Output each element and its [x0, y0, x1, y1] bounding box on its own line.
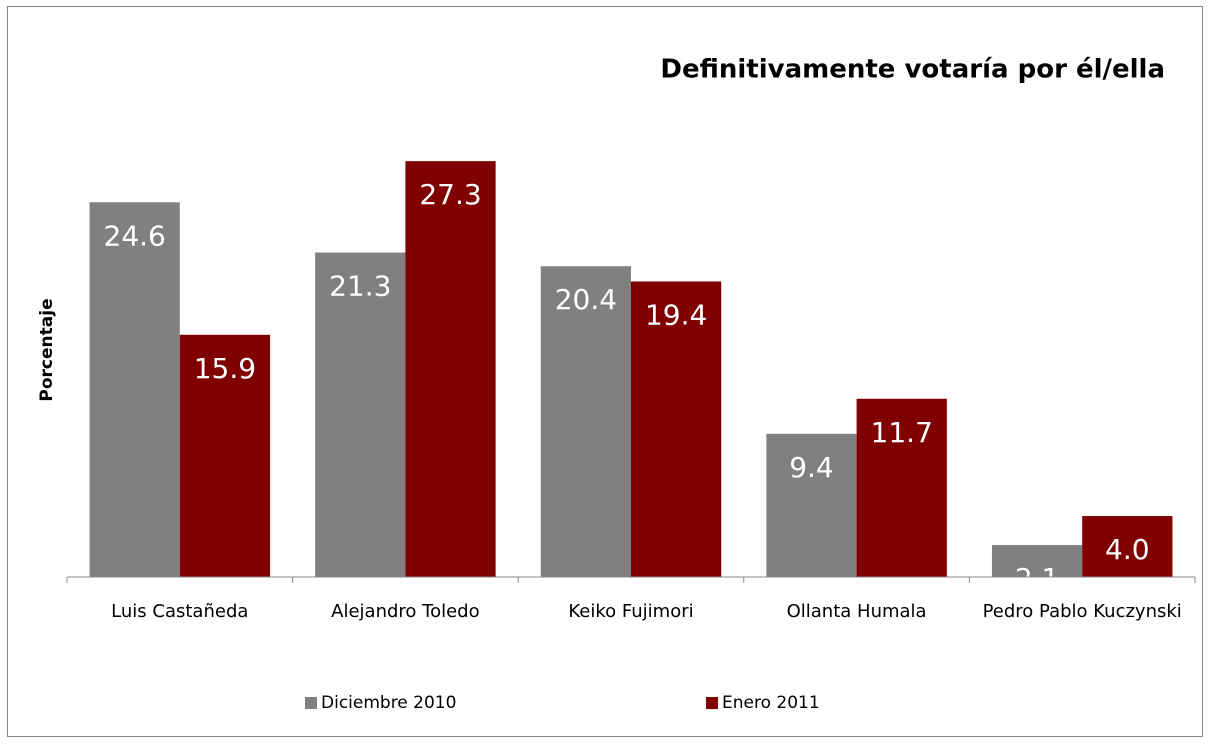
data-label: 24.6: [104, 219, 166, 252]
data-label: 2.1: [1015, 562, 1060, 595]
data-label: 9.4: [789, 451, 834, 484]
data-label: 27.3: [419, 178, 481, 211]
y-axis-label: Porcentaje: [37, 298, 57, 401]
bar: [856, 398, 947, 577]
data-label: 20.4: [555, 283, 617, 316]
legend-swatch: [706, 697, 718, 709]
data-label: 11.7: [871, 416, 933, 449]
legend-label: Diciembre 2010: [321, 693, 457, 713]
bar: [540, 266, 631, 577]
data-label: 19.4: [645, 298, 707, 331]
x-tick-label: Alejandro Toledo: [331, 601, 480, 622]
bar: [405, 161, 496, 577]
bar: [766, 433, 857, 577]
x-tick-label: Luis Castañeda: [111, 601, 249, 622]
bar: [315, 252, 406, 577]
legend-label: Enero 2011: [722, 693, 820, 713]
data-label: 21.3: [329, 270, 391, 303]
x-tick-label: Ollanta Humala: [786, 601, 927, 622]
bar: [179, 334, 271, 577]
data-label: 15.9: [194, 352, 256, 385]
data-label: 4.0: [1105, 533, 1150, 566]
legend-swatch: [305, 697, 317, 709]
x-tick-label: Pedro Pablo Kuczynski: [982, 601, 1182, 622]
bar: [89, 202, 180, 577]
bar: [631, 281, 722, 577]
bar: [991, 545, 1083, 577]
chart-title: Definitivamente votaría por él/ella: [660, 55, 1165, 85]
bar: [1082, 516, 1173, 577]
x-tick-label: Keiko Fujimori: [568, 601, 694, 622]
